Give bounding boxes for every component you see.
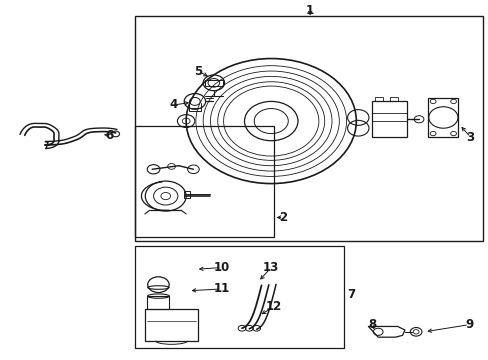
Text: 11: 11	[213, 283, 229, 296]
Bar	[135, 246, 344, 348]
Text: 4: 4	[169, 99, 178, 112]
Bar	[189, 108, 201, 111]
Bar	[144, 309, 198, 341]
Bar	[204, 80, 222, 86]
Text: 3: 3	[466, 131, 474, 144]
Text: 6: 6	[105, 129, 113, 142]
Bar	[389, 97, 397, 102]
Bar	[427, 98, 458, 137]
Bar	[183, 192, 189, 198]
Text: 1: 1	[305, 4, 314, 17]
Text: 9: 9	[464, 318, 472, 331]
Text: 10: 10	[213, 261, 229, 274]
Text: 13: 13	[263, 261, 279, 274]
Bar	[135, 126, 273, 237]
Bar	[135, 16, 482, 241]
Text: 12: 12	[265, 300, 281, 313]
Bar	[371, 102, 406, 137]
Text: 7: 7	[346, 288, 355, 301]
Text: 2: 2	[279, 211, 287, 224]
Bar	[147, 296, 169, 309]
Text: 8: 8	[367, 318, 375, 331]
Bar	[374, 97, 382, 102]
Text: 5: 5	[194, 64, 202, 77]
